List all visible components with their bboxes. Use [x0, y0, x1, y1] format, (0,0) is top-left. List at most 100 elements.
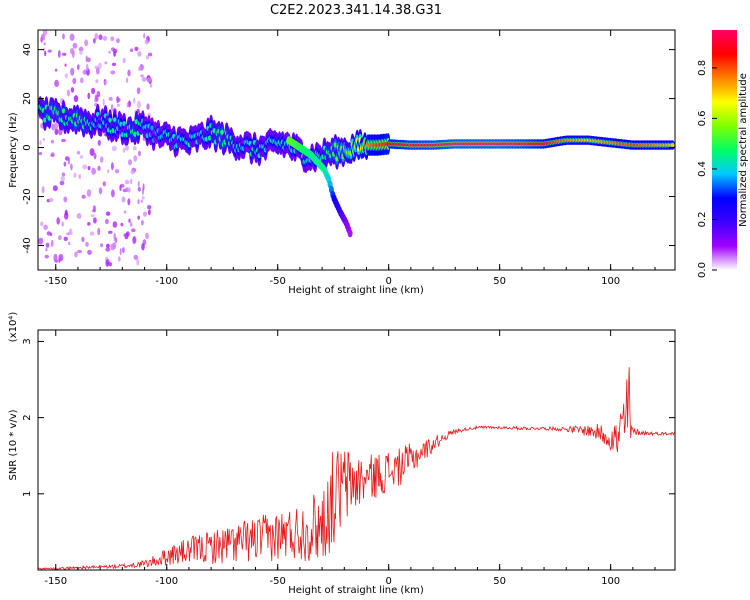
- spectrogram-speckle: [39, 140, 42, 146]
- x-tick-label: -100: [155, 576, 178, 587]
- spectrogram-speckle: [45, 242, 50, 248]
- spectrogram-speckle: [102, 181, 107, 187]
- spectrogram-core: [333, 142, 338, 148]
- spectrogram-speckle: [97, 139, 101, 146]
- spectrogram-speckle: [136, 259, 140, 266]
- spectrogram-speckle: [50, 139, 55, 144]
- spectrogram-speckle: [98, 34, 103, 40]
- spectrogram-speckle: [44, 50, 47, 57]
- spectrogram-speckle: [131, 228, 136, 232]
- snr-marks: [38, 367, 675, 570]
- x-tick-label: -150: [44, 276, 67, 287]
- spectrogram-speckle: [76, 151, 81, 155]
- spectrogram-speckle: [81, 236, 85, 243]
- spectrogram-speckle: [95, 67, 100, 75]
- spectrogram-speckle: [123, 233, 128, 237]
- spectrogram-speckle: [105, 247, 111, 252]
- spectrogram-speckle: [53, 253, 58, 262]
- spectrogram-speckle: [128, 100, 131, 108]
- colorbar-ticks: 0.0 0.2 0.4 0.6 0.8: [697, 60, 717, 278]
- spectrogram-speckle: [72, 42, 78, 49]
- snr-scale-label: (x10⁴): [8, 312, 19, 343]
- spectrogram-speckle: [145, 55, 150, 60]
- spectrogram-speckle: [91, 167, 96, 175]
- spectrogram-speckle: [77, 64, 80, 70]
- spectrogram-speckle: [91, 87, 96, 95]
- y-tick-label: 20: [22, 92, 33, 105]
- spectrogram-core: [220, 129, 224, 135]
- spectrogram-speckle: [128, 159, 132, 166]
- spectrogram-speckle: [61, 172, 66, 177]
- spectrogram-core: [150, 125, 154, 131]
- spectrogram-speckle: [97, 227, 101, 236]
- spectrogram-speckle: [110, 104, 114, 112]
- spectrogram-speckle: [63, 196, 68, 203]
- spectrogram-speckle: [122, 247, 125, 254]
- spectrogram-speckle: [66, 89, 70, 97]
- spectrogram-marks: [38, 30, 675, 267]
- spectrogram-speckle: [87, 249, 92, 255]
- spectrogram-speckle: [142, 183, 145, 191]
- spectrogram-speckle: [76, 213, 82, 219]
- spectrogram-speckle: [136, 87, 141, 95]
- spectrogram-speckle: [122, 147, 126, 153]
- spectrogram-speckle: [130, 178, 133, 185]
- spectrogram-speckle: [40, 221, 44, 227]
- spectrogram-speckle: [58, 253, 64, 262]
- spectrogram-speckle: [38, 237, 44, 245]
- spectrogram-speckle: [64, 209, 68, 216]
- spectrogram-speckle: [94, 33, 98, 40]
- spectrogram-speckle: [68, 157, 70, 165]
- spectrogram-speckle: [138, 67, 142, 71]
- spectrogram-speckle: [87, 92, 91, 100]
- spectrogram-speckle: [69, 228, 73, 234]
- spectrogram-speckle: [69, 48, 75, 55]
- spectrogram-speckle: [105, 211, 111, 216]
- spectrogram-speckle: [133, 97, 136, 104]
- x-tick-label: 50: [493, 276, 506, 287]
- spectrogram-speckle: [60, 175, 65, 182]
- spectrogram-speckle: [111, 62, 117, 66]
- spectrogram-core: [108, 117, 112, 123]
- spectrogram-speckle: [144, 39, 149, 45]
- spectrogram-speckle: [61, 52, 67, 56]
- spectrogram-speckle: [104, 80, 108, 85]
- spectrogram-speckle: [146, 77, 152, 83]
- spectrogram-speckle: [143, 33, 146, 39]
- spectrogram-speckle: [90, 214, 95, 218]
- spectrogram-speckle: [58, 235, 62, 241]
- spectrogram-speckle: [130, 170, 135, 175]
- spectrogram-speckle: [114, 169, 119, 174]
- spectrogram-speckle: [100, 243, 104, 248]
- spectrogram-speckle: [59, 180, 65, 186]
- spectrogram-speckle: [119, 184, 122, 191]
- spectrogram-speckle: [124, 145, 129, 151]
- spectrogram-speckle: [126, 102, 129, 108]
- spectrogram-speckle: [63, 161, 67, 167]
- spectrogram-speckle: [78, 174, 82, 179]
- spectrogram-speckle: [127, 69, 131, 77]
- snr-frame: [37, 329, 676, 571]
- spectrogram-speckle: [141, 77, 147, 82]
- spectrogram-speckle: [47, 49, 52, 53]
- spectrogram-speckle: [72, 77, 77, 85]
- spectrogram-speckle: [48, 197, 54, 203]
- spectrogram-core: [61, 108, 66, 114]
- spectrogram-speckle: [69, 33, 75, 41]
- spectrogram-speckle: [42, 137, 45, 141]
- spectrogram-speckle: [110, 70, 116, 75]
- spectrogram-speckle: [119, 248, 122, 256]
- spectrogram-speckle: [46, 231, 52, 236]
- spectrogram-speckle: [140, 199, 143, 203]
- spectrogram-frame: [37, 29, 676, 271]
- spectrogram-speckle: [126, 77, 129, 83]
- spectrogram-speckle: [50, 153, 55, 157]
- spectrogram-speckle: [133, 155, 138, 162]
- spectrogram-speckle: [41, 186, 45, 194]
- spectrogram-speckle: [130, 222, 133, 227]
- spectrogram-speckle: [121, 196, 126, 203]
- spectrogram-speckle: [108, 230, 113, 234]
- spectrogram-speckle: [107, 169, 110, 173]
- spectrogram-speckle: [106, 243, 110, 249]
